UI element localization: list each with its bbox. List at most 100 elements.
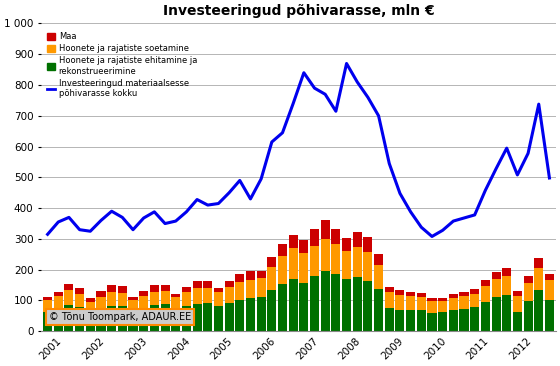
Bar [96,291,105,297]
Bar [449,310,458,331]
Bar [246,298,255,331]
Bar [406,296,415,310]
Bar [385,308,394,331]
Bar [299,283,309,331]
Bar [492,272,501,279]
Bar [481,302,490,331]
Bar [438,312,447,331]
Bar [86,298,95,302]
Bar [406,310,415,331]
Bar [161,285,170,291]
Bar [256,297,265,331]
Bar [332,244,340,274]
Bar [139,308,148,331]
Bar [203,281,212,288]
Bar [267,266,276,290]
Bar [54,292,63,296]
Bar [43,298,52,300]
Bar [86,313,95,331]
Bar [492,279,501,297]
Bar [417,310,426,331]
Bar [235,282,244,300]
Bar [235,274,244,282]
Bar [214,306,223,331]
Bar [438,298,447,301]
Bar [459,309,469,331]
Bar [256,271,265,278]
Bar [161,291,170,304]
Bar [545,280,554,300]
Bar [427,313,436,331]
Bar [75,307,84,331]
Bar [363,281,372,331]
Bar [481,286,490,302]
Text: © Tõnu Toompark, ADAUR.EE: © Tõnu Toompark, ADAUR.EE [49,312,191,322]
Bar [256,278,265,297]
Bar [193,288,202,303]
Bar [118,286,127,293]
Bar [310,276,319,331]
Bar [246,280,255,298]
Bar [363,237,372,252]
Bar [470,307,479,331]
Bar [534,290,543,331]
Bar [459,296,469,309]
Bar [321,271,330,331]
Bar [107,292,116,306]
Bar [524,276,533,283]
Bar [353,277,362,331]
Bar [75,288,84,294]
Bar [299,253,309,283]
Bar [107,306,116,331]
Bar [278,244,287,256]
Bar [513,312,522,331]
Bar [502,295,511,331]
Bar [406,292,415,296]
Bar [246,271,255,280]
Bar [427,298,436,301]
Bar [288,248,298,279]
Bar [395,295,404,310]
Bar [64,305,73,331]
Bar [524,283,533,301]
Bar [332,229,340,244]
Bar [385,292,394,308]
Bar [150,292,159,305]
Bar [278,284,287,331]
Bar [321,220,330,239]
Bar [524,301,533,331]
Bar [214,292,223,306]
Bar [54,309,63,331]
Bar [182,292,191,306]
Bar [321,239,330,271]
Bar [96,309,105,331]
Bar [86,302,95,313]
Bar [150,305,159,331]
Bar [128,297,138,300]
Bar [96,297,105,309]
Bar [492,297,501,331]
Bar [449,294,458,298]
Bar [332,274,340,331]
Bar [513,291,522,296]
Bar [225,287,234,303]
Bar [64,290,73,305]
Bar [193,281,202,288]
Bar [235,300,244,331]
Bar [182,306,191,331]
Bar [43,312,52,331]
Bar [267,290,276,331]
Bar [534,268,543,290]
Bar [75,294,84,307]
Bar [342,238,351,251]
Bar [150,285,159,292]
Bar [107,285,116,292]
Bar [374,265,383,289]
Bar [43,300,52,312]
Bar [267,257,276,266]
Bar [139,296,148,308]
Bar [513,296,522,312]
Bar [545,274,554,280]
Bar [502,269,511,276]
Bar [342,279,351,331]
